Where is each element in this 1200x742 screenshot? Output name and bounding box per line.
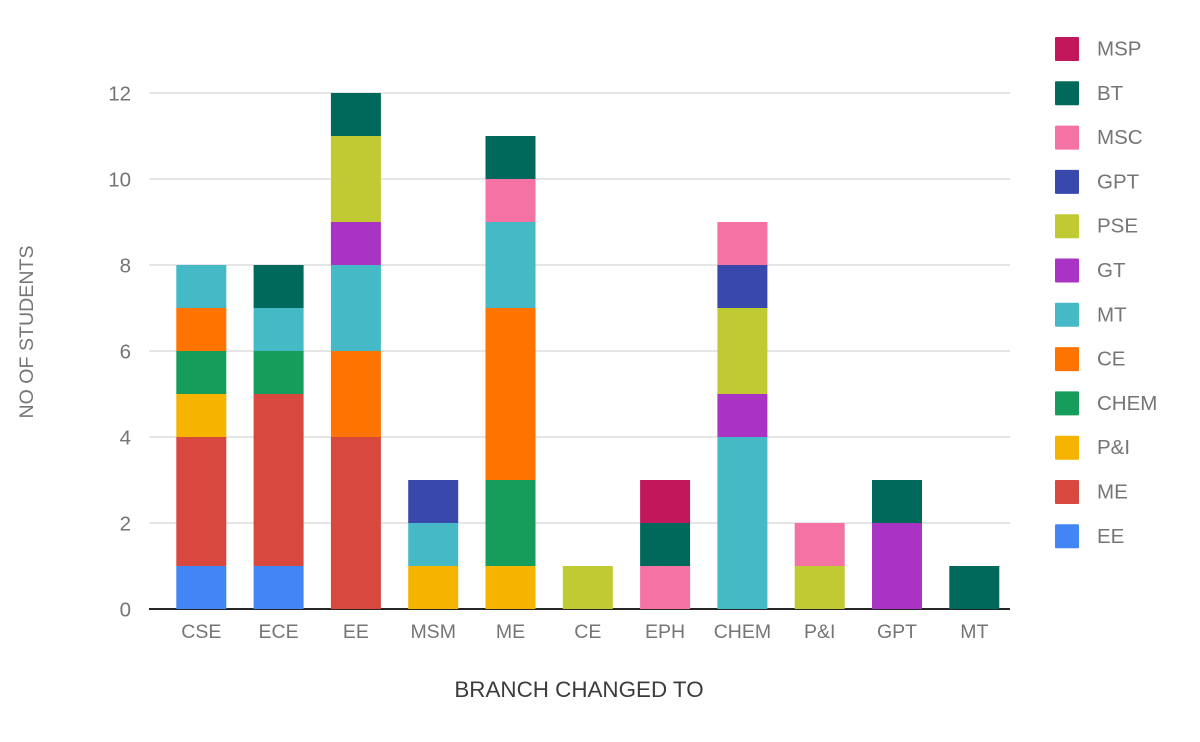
- svg-text:CE: CE: [1097, 348, 1125, 371]
- svg-text:GT: GT: [1097, 259, 1126, 282]
- svg-text:6: 6: [120, 341, 131, 364]
- svg-text:PSE: PSE: [1097, 215, 1138, 238]
- svg-text:2: 2: [120, 513, 131, 536]
- svg-text:8: 8: [120, 255, 131, 278]
- svg-text:EPH: EPH: [645, 621, 685, 643]
- svg-text:EE: EE: [1097, 525, 1124, 548]
- svg-text:ME: ME: [496, 621, 525, 643]
- svg-text:EE: EE: [343, 621, 369, 643]
- svg-text:CE: CE: [574, 621, 601, 643]
- svg-text:ME: ME: [1097, 481, 1128, 504]
- svg-text:BT: BT: [1097, 82, 1124, 105]
- svg-text:12: 12: [108, 83, 131, 106]
- svg-text:0: 0: [120, 599, 131, 622]
- svg-text:ECE: ECE: [259, 621, 299, 643]
- svg-text:MSC: MSC: [1097, 126, 1143, 149]
- svg-text:CHEM: CHEM: [714, 621, 771, 643]
- svg-text:P&I: P&I: [1097, 436, 1130, 459]
- svg-text:CSE: CSE: [181, 621, 221, 643]
- svg-text:MT: MT: [1097, 303, 1127, 326]
- svg-text:MT: MT: [960, 621, 988, 643]
- svg-text:GPT: GPT: [877, 621, 917, 643]
- svg-text:BRANCH CHANGED TO: BRANCH CHANGED TO: [454, 677, 703, 702]
- svg-text:4: 4: [120, 427, 131, 450]
- svg-text:GPT: GPT: [1097, 170, 1140, 193]
- svg-text:10: 10: [108, 169, 131, 192]
- svg-text:MSM: MSM: [410, 621, 456, 643]
- svg-text:NO OF STUDENTS: NO OF STUDENTS: [16, 245, 38, 418]
- svg-text:MSP: MSP: [1097, 38, 1141, 61]
- svg-text:P&I: P&I: [804, 621, 835, 643]
- svg-text:CHEM: CHEM: [1097, 392, 1157, 415]
